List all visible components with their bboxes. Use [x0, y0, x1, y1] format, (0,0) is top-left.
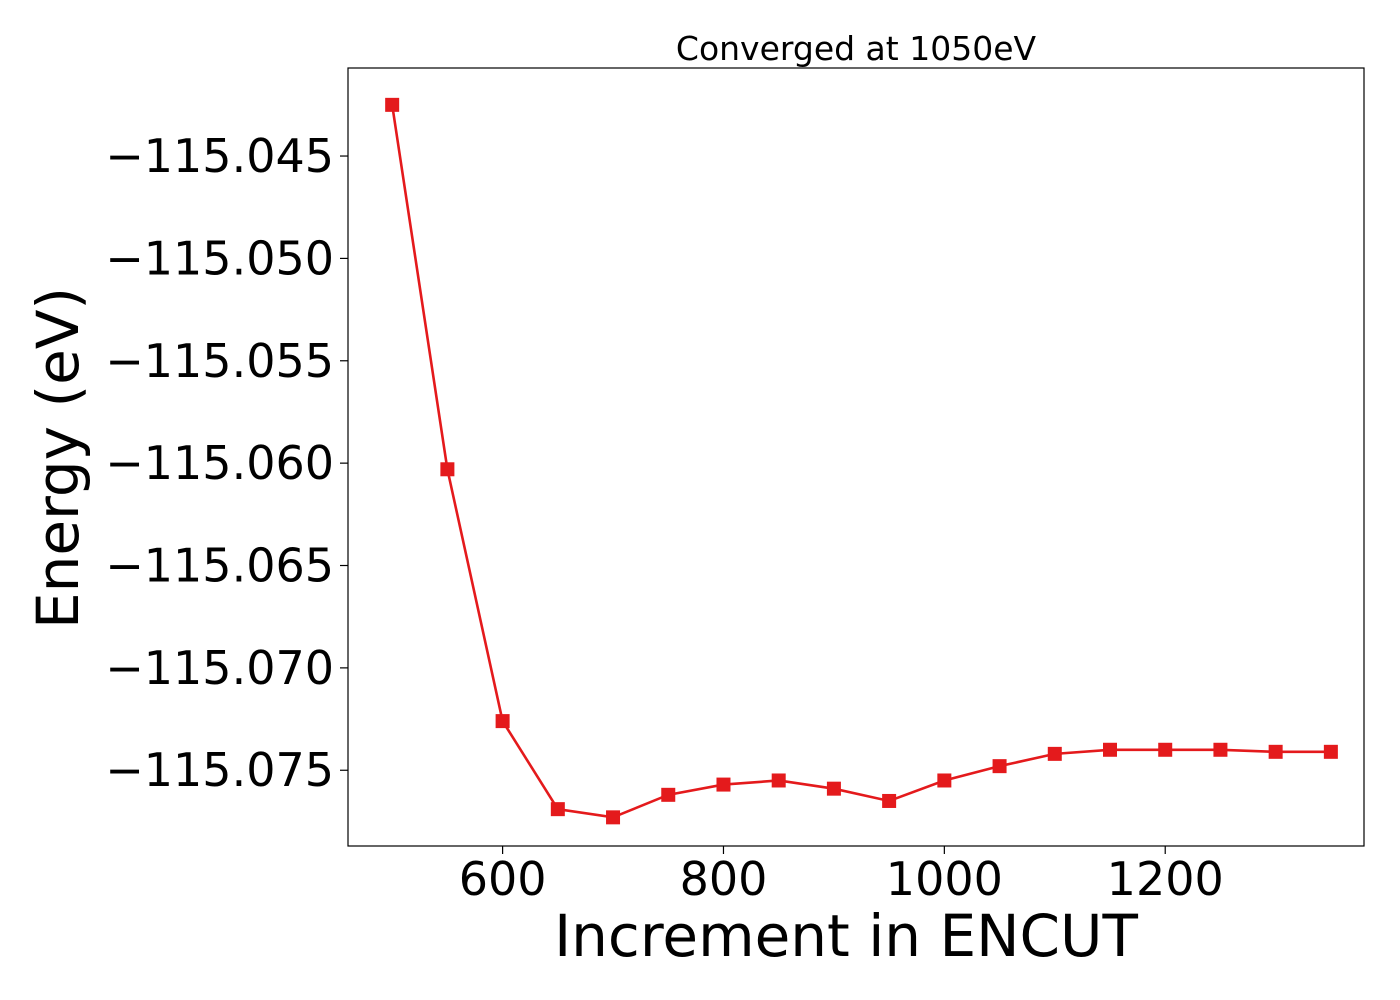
data-point-marker [716, 777, 731, 792]
x-tick-label: 800 [680, 852, 768, 906]
y-tick-label: −115.075 [105, 743, 334, 797]
plot-area-frame [347, 67, 1365, 847]
series-line [390, 104, 1331, 819]
data-point-marker [440, 462, 455, 477]
data-point-marker [771, 773, 786, 788]
data-point-marker [1047, 746, 1062, 761]
data-point-marker [385, 97, 400, 112]
data-point-marker [661, 787, 676, 802]
data-point-marker [1158, 742, 1173, 757]
data-point-marker [826, 781, 841, 796]
data-point-marker [1213, 742, 1228, 757]
data-point-marker [1268, 744, 1283, 759]
y-tick-label: −115.055 [105, 334, 334, 388]
data-point-marker [550, 802, 565, 817]
chart-title: Converged at 1050eV [676, 29, 1037, 68]
data-point-marker [937, 773, 952, 788]
y-axis-label: Energy (eV) [24, 287, 92, 629]
x-tick-label: 600 [459, 852, 547, 906]
x-axis-ticks: 600 800 1000 1200 [459, 846, 1224, 906]
y-tick-label: −115.060 [105, 436, 334, 490]
y-tick-label: −115.045 [105, 129, 334, 183]
y-tick-label: −115.050 [105, 231, 334, 285]
x-tick-label: 1200 [1107, 852, 1224, 906]
data-point-marker [606, 810, 621, 825]
x-tick-label: 1000 [886, 852, 1003, 906]
data-point-marker [1103, 742, 1117, 757]
data-point-marker [1323, 744, 1338, 759]
data-point-marker [495, 714, 510, 729]
y-tick-label: −115.065 [105, 539, 334, 593]
data-point-marker [992, 759, 1007, 774]
y-tick-label: −115.070 [105, 641, 334, 695]
data-point-marker [882, 793, 897, 808]
y-axis-ticks: −115.075 −115.070 −115.065 −115.060 −115.055… [105, 129, 348, 797]
series-layer [385, 97, 1338, 825]
x-axis-label: Increment in ENCUT [554, 902, 1138, 970]
